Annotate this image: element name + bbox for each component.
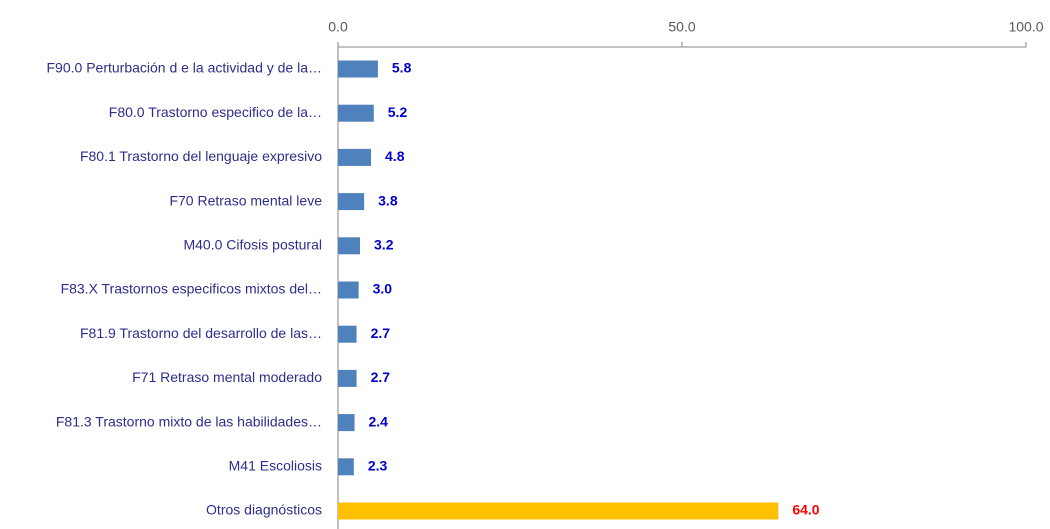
bar <box>338 281 359 299</box>
value-label: 3.0 <box>373 281 393 297</box>
value-label: 5.8 <box>392 60 412 76</box>
bar <box>338 237 361 255</box>
x-tick-label: 50.0 <box>668 19 695 35</box>
bar <box>338 148 372 166</box>
y-tick-label: M41 Escoliosis <box>229 458 322 474</box>
y-tick-label: F81.3 Trastorno mixto de las habilidades… <box>56 413 322 429</box>
bar <box>338 414 355 432</box>
x-tick-label: 100.0 <box>1008 19 1043 35</box>
x-tick-label: 0.0 <box>328 19 348 35</box>
bar <box>338 104 374 122</box>
y-tick-label: Otros diagnósticos <box>206 502 322 518</box>
value-label: 2.7 <box>371 369 391 385</box>
value-label: 2.3 <box>368 458 388 474</box>
y-tick-label: F83.X Trastornos especificos mixtos del… <box>61 281 322 297</box>
value-label: 4.8 <box>385 148 405 164</box>
y-tick-label: F90.0 Perturbación d e la actividad y de… <box>47 60 323 76</box>
y-tick-label: M40.0 Cifosis postural <box>183 237 322 253</box>
value-label: 3.2 <box>374 237 394 253</box>
y-tick-label: F80.0 Trastorno especifico de la… <box>109 104 322 120</box>
bar <box>338 60 378 78</box>
value-label: 2.7 <box>371 325 391 341</box>
value-label: 64.0 <box>792 502 819 518</box>
y-tick-label: F70 Retraso mental leve <box>169 192 322 208</box>
y-tick-label: F80.1 Trastorno del lenguaje expresivo <box>80 148 322 164</box>
y-tick-label: F81.9 Trastorno del desarrollo de las… <box>80 325 322 341</box>
bar <box>338 325 357 343</box>
value-label: 2.4 <box>369 413 389 429</box>
bar <box>338 458 354 476</box>
y-tick-label: F71 Retraso mental moderado <box>132 369 322 385</box>
bar <box>338 193 365 211</box>
value-label: 3.8 <box>378 192 398 208</box>
bar <box>338 502 779 520</box>
bar <box>338 369 357 387</box>
value-label: 5.2 <box>388 104 408 120</box>
